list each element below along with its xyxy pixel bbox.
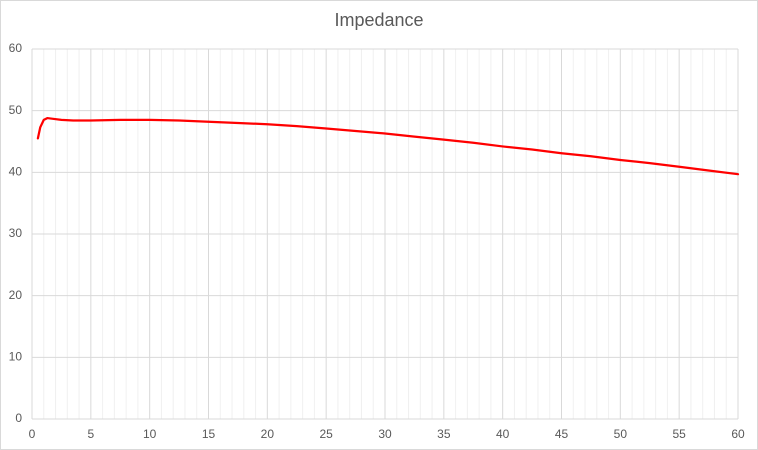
y-tick-label: 0	[15, 411, 22, 425]
x-tick-label: 45	[555, 427, 569, 441]
y-tick-label: 10	[9, 350, 23, 364]
x-tick-label: 20	[261, 427, 275, 441]
chart-title: Impedance	[334, 10, 423, 30]
x-tick-label: 35	[437, 427, 451, 441]
x-tick-label: 60	[731, 427, 745, 441]
x-tick-label: 10	[143, 427, 157, 441]
y-tick-label: 40	[9, 165, 23, 179]
y-tick-label: 60	[9, 41, 23, 55]
x-tick-label: 0	[29, 427, 36, 441]
x-tick-label: 25	[319, 427, 333, 441]
x-tick-label: 40	[496, 427, 510, 441]
x-tick-label: 5	[87, 427, 94, 441]
y-tick-label: 20	[9, 288, 23, 302]
y-tick-label: 30	[9, 226, 23, 240]
x-tick-label: 55	[672, 427, 686, 441]
data-line	[36, 116, 740, 176]
y-tick-label: 50	[9, 103, 23, 117]
x-tick-label: 15	[202, 427, 216, 441]
x-tick-label: 30	[378, 427, 392, 441]
x-tick-label: 50	[614, 427, 628, 441]
